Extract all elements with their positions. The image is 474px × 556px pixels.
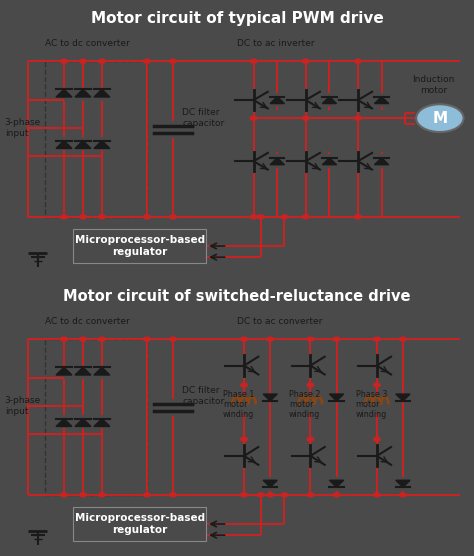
Circle shape — [333, 493, 340, 497]
Polygon shape — [75, 89, 91, 97]
Text: Motor circuit of switched-reluctance drive: Motor circuit of switched-reluctance dri… — [63, 289, 411, 304]
Text: Phase 2
motor
winding: Phase 2 motor winding — [289, 390, 320, 419]
Circle shape — [241, 383, 247, 387]
FancyBboxPatch shape — [0, 278, 474, 314]
Polygon shape — [94, 141, 110, 148]
Polygon shape — [75, 367, 91, 375]
Circle shape — [99, 337, 105, 341]
FancyBboxPatch shape — [73, 507, 206, 540]
Polygon shape — [396, 394, 410, 401]
Polygon shape — [56, 89, 72, 97]
Text: Motor circuit of typical PWM drive: Motor circuit of typical PWM drive — [91, 11, 383, 26]
Circle shape — [355, 59, 361, 63]
Polygon shape — [396, 480, 410, 487]
Circle shape — [267, 337, 273, 341]
Circle shape — [307, 493, 314, 497]
FancyBboxPatch shape — [0, 0, 474, 36]
Circle shape — [170, 337, 176, 341]
Circle shape — [61, 59, 67, 63]
Circle shape — [144, 337, 150, 341]
Polygon shape — [75, 141, 91, 148]
Circle shape — [307, 337, 314, 341]
Circle shape — [61, 493, 67, 497]
Circle shape — [241, 437, 247, 441]
Circle shape — [80, 337, 86, 341]
Text: 3-phase
input: 3-phase input — [5, 118, 41, 137]
Polygon shape — [56, 419, 72, 426]
Circle shape — [80, 493, 86, 497]
Text: Microprocessor-based
regulator: Microprocessor-based regulator — [75, 513, 205, 535]
Circle shape — [267, 493, 273, 497]
Polygon shape — [94, 419, 110, 426]
Circle shape — [170, 215, 176, 219]
Circle shape — [80, 59, 86, 63]
Circle shape — [307, 437, 314, 441]
Circle shape — [250, 215, 257, 219]
Text: Phase 3
motor
winding: Phase 3 motor winding — [356, 390, 387, 419]
Text: AC to dc converter: AC to dc converter — [45, 38, 130, 48]
Circle shape — [144, 215, 150, 219]
Circle shape — [144, 493, 150, 497]
Polygon shape — [75, 419, 91, 426]
Polygon shape — [329, 480, 344, 487]
Polygon shape — [329, 394, 344, 401]
Text: DC filter
capacitor: DC filter capacitor — [182, 108, 225, 128]
Circle shape — [374, 383, 380, 387]
Polygon shape — [374, 158, 389, 165]
Circle shape — [99, 215, 105, 219]
Polygon shape — [374, 97, 389, 103]
Polygon shape — [322, 158, 337, 165]
Circle shape — [355, 116, 361, 120]
Polygon shape — [270, 158, 284, 165]
Text: AC to dc converter: AC to dc converter — [45, 316, 130, 326]
Circle shape — [400, 337, 406, 341]
Circle shape — [257, 493, 264, 497]
Circle shape — [302, 59, 309, 63]
Bar — [45, 339, 147, 495]
Text: DC filter
capacitor: DC filter capacitor — [182, 386, 225, 406]
Circle shape — [302, 215, 309, 219]
Circle shape — [170, 493, 176, 497]
Circle shape — [99, 493, 105, 497]
Circle shape — [257, 215, 264, 219]
Circle shape — [144, 59, 150, 63]
Polygon shape — [56, 367, 72, 375]
Circle shape — [241, 337, 247, 341]
Circle shape — [302, 116, 309, 120]
Text: 3-phase
input: 3-phase input — [5, 396, 41, 415]
Polygon shape — [263, 394, 277, 401]
FancyBboxPatch shape — [73, 229, 206, 262]
Circle shape — [61, 337, 67, 341]
Text: Induction
motor: Induction motor — [412, 75, 455, 95]
Text: M: M — [432, 111, 447, 126]
Circle shape — [374, 437, 380, 441]
Polygon shape — [56, 141, 72, 148]
Circle shape — [61, 215, 67, 219]
Bar — [45, 61, 147, 217]
Circle shape — [281, 493, 288, 497]
Circle shape — [250, 116, 257, 120]
Circle shape — [99, 59, 105, 63]
Circle shape — [241, 493, 247, 497]
Circle shape — [170, 59, 176, 63]
Text: Phase 1
motor
winding: Phase 1 motor winding — [223, 390, 254, 419]
Circle shape — [374, 493, 380, 497]
Polygon shape — [270, 97, 284, 103]
Circle shape — [374, 337, 380, 341]
Circle shape — [333, 337, 340, 341]
Circle shape — [281, 215, 288, 219]
Text: DC to ac inverter: DC to ac inverter — [237, 38, 315, 48]
Polygon shape — [322, 97, 337, 103]
Text: DC to ac converter: DC to ac converter — [237, 316, 322, 326]
Circle shape — [250, 59, 257, 63]
Circle shape — [80, 215, 86, 219]
Circle shape — [416, 105, 464, 132]
Circle shape — [355, 215, 361, 219]
Circle shape — [307, 383, 314, 387]
Polygon shape — [94, 89, 110, 97]
Circle shape — [400, 493, 406, 497]
Text: Microprocessor-based
regulator: Microprocessor-based regulator — [75, 235, 205, 257]
Polygon shape — [94, 367, 110, 375]
Polygon shape — [263, 480, 277, 487]
